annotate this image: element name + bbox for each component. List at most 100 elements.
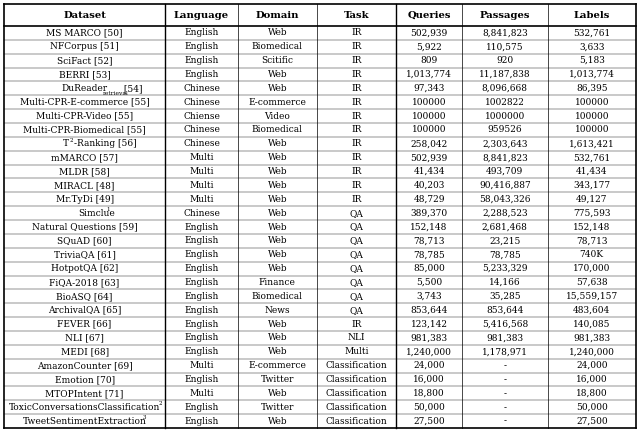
Text: 110,575: 110,575 (486, 42, 524, 51)
Text: 2,288,523: 2,288,523 (482, 209, 527, 218)
Text: 78,713: 78,713 (576, 236, 607, 245)
Text: -Ranking [56]: -Ranking [56] (74, 140, 136, 148)
Text: Mr.TyDi [49]: Mr.TyDi [49] (56, 195, 114, 204)
Text: Natural Questions [59]: Natural Questions [59] (32, 222, 138, 232)
Text: Emotion [70]: Emotion [70] (54, 375, 115, 384)
Text: 258,042: 258,042 (410, 140, 447, 148)
Text: Multi: Multi (189, 167, 214, 176)
Text: Language: Language (174, 10, 229, 19)
Text: Multi: Multi (189, 389, 214, 398)
Text: 40,203: 40,203 (413, 181, 445, 190)
Text: 981,383: 981,383 (486, 334, 524, 343)
Text: 100000: 100000 (412, 111, 446, 121)
Text: English: English (184, 42, 219, 51)
Text: Web: Web (268, 195, 287, 204)
Text: 981,383: 981,383 (410, 334, 447, 343)
Text: TriviaQA [61]: TriviaQA [61] (54, 250, 115, 259)
Text: 57,638: 57,638 (576, 278, 607, 287)
Text: Multi: Multi (189, 361, 214, 370)
Text: 18,800: 18,800 (413, 389, 445, 398)
Text: Multi: Multi (344, 347, 369, 356)
Text: -: - (504, 389, 506, 398)
Text: 493,709: 493,709 (486, 167, 524, 176)
Text: Classification: Classification (326, 416, 387, 426)
Text: Chinese: Chinese (183, 140, 220, 148)
Text: IR: IR (351, 98, 362, 107)
Text: 1,613,421: 1,613,421 (569, 140, 614, 148)
Text: Web: Web (268, 167, 287, 176)
Text: Biomedical: Biomedical (252, 125, 303, 134)
Text: Twitter: Twitter (260, 375, 294, 384)
Text: 16,000: 16,000 (413, 375, 445, 384)
Text: 170,000: 170,000 (573, 264, 611, 273)
Text: Web: Web (268, 250, 287, 259)
Text: Multi-CPR-E-commerce [55]: Multi-CPR-E-commerce [55] (20, 98, 150, 107)
Text: BioASQ [64]: BioASQ [64] (56, 292, 113, 301)
Text: 100000: 100000 (412, 98, 446, 107)
Text: Chinese: Chinese (183, 84, 220, 93)
Text: Web: Web (268, 140, 287, 148)
Text: 1000000: 1000000 (484, 111, 525, 121)
Text: English: English (184, 250, 219, 259)
Text: 1,240,000: 1,240,000 (569, 347, 614, 356)
Text: Multi: Multi (189, 195, 214, 204)
Text: 2,303,643: 2,303,643 (482, 140, 527, 148)
Text: IR: IR (351, 125, 362, 134)
Text: 2: 2 (159, 401, 162, 406)
Text: 24,000: 24,000 (413, 361, 445, 370)
Text: Web: Web (268, 222, 287, 232)
Text: IR: IR (351, 70, 362, 79)
Text: 532,761: 532,761 (573, 153, 611, 162)
Text: BERRI [53]: BERRI [53] (59, 70, 111, 79)
Text: QA: QA (349, 222, 364, 232)
Text: Chinese: Chinese (183, 125, 220, 134)
Text: Web: Web (268, 347, 287, 356)
Text: 27,500: 27,500 (413, 416, 445, 426)
Text: IR: IR (351, 84, 362, 93)
Text: 853,644: 853,644 (410, 306, 448, 314)
Text: QA: QA (349, 250, 364, 259)
Text: Classification: Classification (326, 361, 387, 370)
Text: IR: IR (351, 320, 362, 328)
Text: 100000: 100000 (575, 98, 609, 107)
Text: 48,729: 48,729 (413, 195, 445, 204)
Text: 483,604: 483,604 (573, 306, 611, 314)
Text: English: English (184, 416, 219, 426)
Text: 502,939: 502,939 (410, 29, 447, 38)
Text: 123,142: 123,142 (410, 320, 447, 328)
Text: 18,800: 18,800 (576, 389, 607, 398)
Text: 50,000: 50,000 (413, 403, 445, 412)
Text: -: - (504, 403, 506, 412)
Text: English: English (184, 56, 219, 65)
Text: -: - (504, 375, 506, 384)
Text: AmazonCounter [69]: AmazonCounter [69] (36, 361, 132, 370)
Text: Web: Web (268, 153, 287, 162)
Text: 24,000: 24,000 (576, 361, 607, 370)
Text: 78,785: 78,785 (413, 250, 445, 259)
Text: 3,633: 3,633 (579, 42, 605, 51)
Text: QA: QA (349, 209, 364, 218)
Text: Web: Web (268, 264, 287, 273)
Text: FiQA-2018 [63]: FiQA-2018 [63] (49, 278, 120, 287)
Text: News: News (264, 306, 290, 314)
Text: IR: IR (351, 167, 362, 176)
Text: English: English (184, 347, 219, 356)
Text: 8,841,823: 8,841,823 (482, 29, 528, 38)
Text: IR: IR (351, 29, 362, 38)
Text: Web: Web (268, 181, 287, 190)
Text: Web: Web (268, 416, 287, 426)
Text: 389,370: 389,370 (410, 209, 447, 218)
Text: 1: 1 (107, 207, 110, 212)
Text: 41,434: 41,434 (576, 167, 607, 176)
Text: QA: QA (349, 264, 364, 273)
Text: -: - (504, 361, 506, 370)
Text: SciFact [52]: SciFact [52] (57, 56, 113, 65)
Text: Finance: Finance (259, 278, 296, 287)
Text: 8,096,668: 8,096,668 (482, 84, 528, 93)
Text: Classification: Classification (326, 403, 387, 412)
Text: 740K: 740K (580, 250, 604, 259)
Text: Web: Web (268, 29, 287, 38)
Text: 5,416,568: 5,416,568 (482, 320, 528, 328)
Text: 14,166: 14,166 (489, 278, 521, 287)
Text: English: English (184, 278, 219, 287)
